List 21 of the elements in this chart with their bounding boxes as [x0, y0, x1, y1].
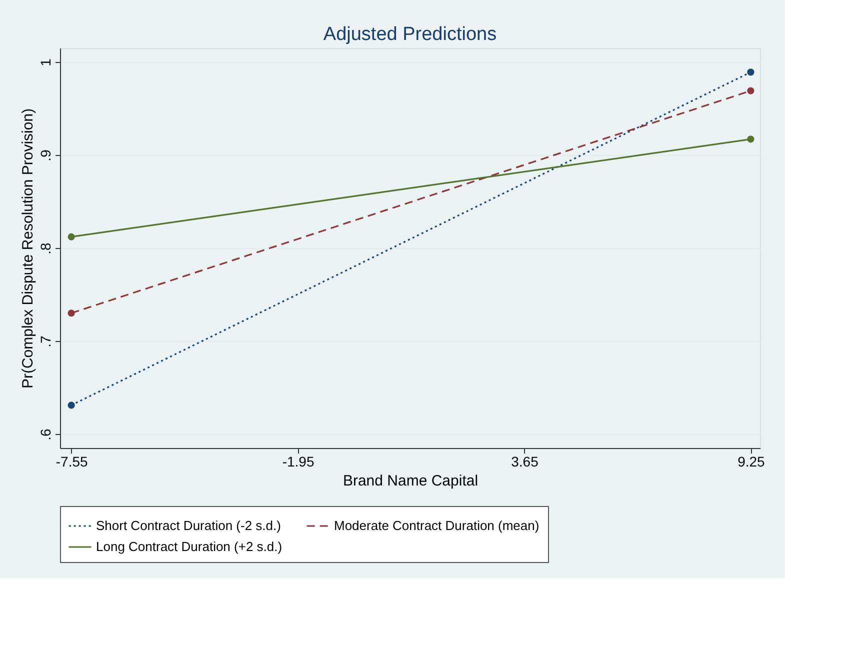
point [68, 310, 75, 317]
x-tick-label: 9.25 [738, 454, 766, 470]
point [747, 136, 754, 143]
chart-title: Adjusted Predictions [323, 24, 497, 45]
x-axis-title: Brand Name Capital [342, 472, 478, 490]
y-tick-label: .6 [38, 428, 54, 440]
point [68, 233, 75, 240]
legend-label: Long Contract Duration (+2 s.d.) [96, 539, 282, 554]
point [68, 402, 75, 409]
y-axis-title: Pr(Complex Dispute Resolution Provision) [20, 108, 36, 389]
legend-label: Short Contract Duration (-2 s.d.) [96, 518, 281, 533]
point [747, 68, 754, 76]
y-tick-label: .8 [38, 242, 54, 254]
y-tick-label: .9 [38, 149, 54, 162]
y-tick-label: 1 [38, 58, 54, 66]
legend-label: Moderate Contract Duration (mean) [334, 518, 540, 533]
point [747, 87, 754, 94]
x-tick-label: -1.95 [282, 454, 314, 470]
x-tick-label: 3.65 [511, 454, 539, 470]
x-tick-label: -7.55 [56, 454, 88, 470]
y-tick-label: .7 [38, 335, 54, 348]
